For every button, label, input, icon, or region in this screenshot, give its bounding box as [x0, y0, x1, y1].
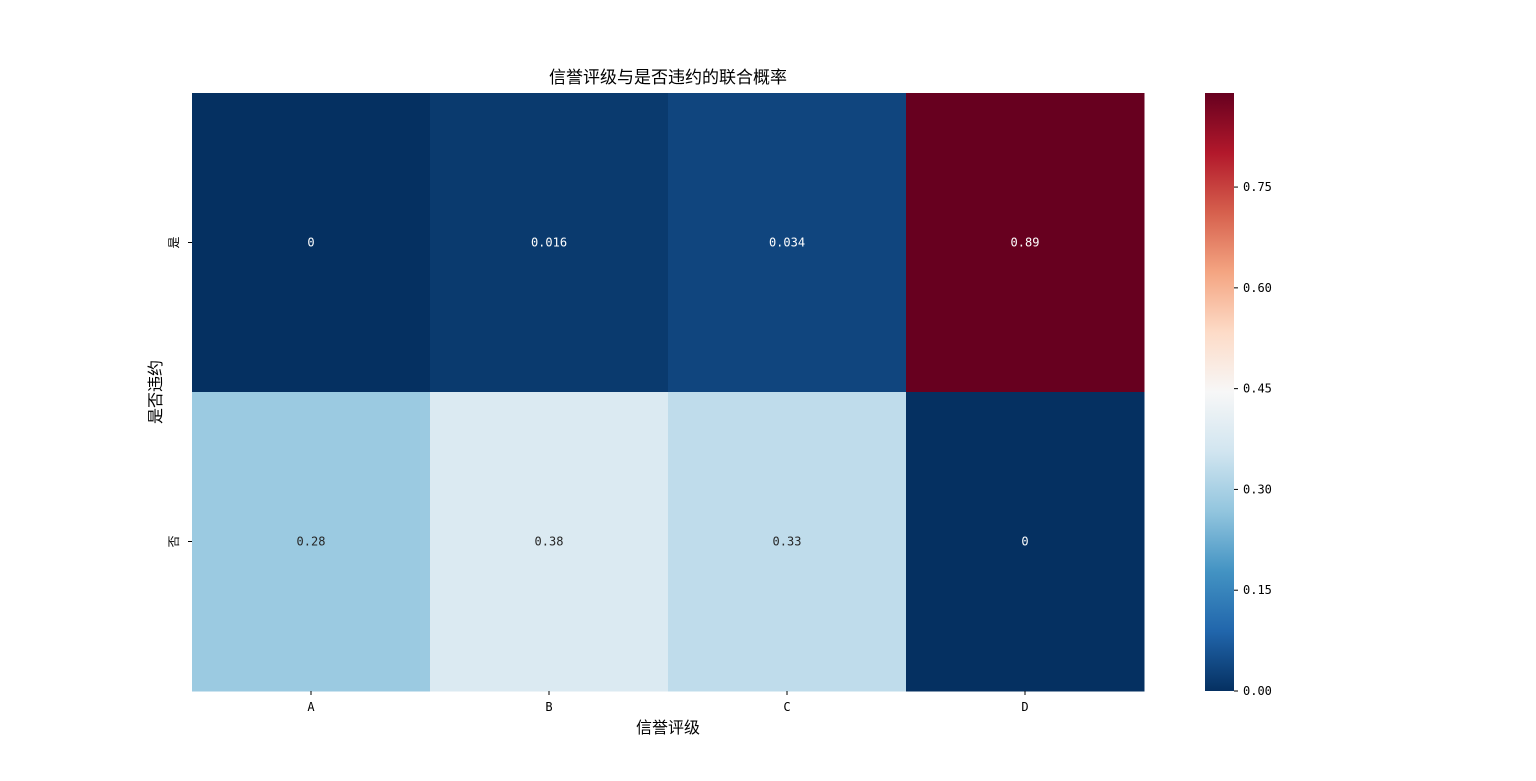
cell-value-label: 0.38: [535, 535, 564, 549]
colorbar-tick-label: 0.30: [1243, 482, 1272, 496]
heatmap-cell: [906, 392, 1145, 692]
x-axis-ticks: A B C D: [307, 691, 1029, 714]
colorbar-tick-label: 0.00: [1243, 684, 1272, 698]
heatmap-cell: [430, 93, 669, 393]
heatmap-cell: [906, 93, 1145, 393]
cell-value-label: 0.016: [531, 236, 567, 250]
y-tick-label: 是: [167, 236, 181, 248]
heatmap-cell: [668, 93, 907, 393]
y-axis-ticks: 是否: [167, 236, 192, 548]
x-tick-label: A: [307, 700, 315, 714]
heatmap-cell: [192, 93, 431, 393]
colorbar-tick-label: 0.15: [1243, 583, 1272, 597]
x-tick-label: D: [1021, 700, 1028, 714]
heatmap-cells: [192, 93, 1145, 692]
colorbar-tick-label: 0.45: [1243, 382, 1272, 396]
colorbar: [1205, 93, 1234, 691]
colorbar-tick-label: 0.60: [1243, 281, 1272, 295]
y-tick-label: 否: [167, 535, 181, 547]
x-tick-label: B: [545, 700, 552, 714]
cell-value-label: 0.33: [773, 535, 802, 549]
cell-value-label: 0.28: [297, 535, 326, 549]
heatmap-cell: [668, 392, 907, 692]
colorbar-tick-label: 0.75: [1243, 180, 1272, 194]
x-tick-label: C: [783, 700, 790, 714]
cell-value-label: 0.89: [1011, 236, 1040, 250]
chart-title: 信誉评级与是否违约的联合概率: [549, 68, 787, 88]
cell-value-label: 0: [307, 236, 314, 250]
heatmap-cell: [430, 392, 669, 692]
x-axis-label: 信誉评级: [636, 718, 700, 737]
cell-value-label: 0: [1021, 535, 1028, 549]
heatmap-cell: [192, 392, 431, 692]
cell-value-label: 0.034: [769, 236, 805, 250]
y-axis-label: 是否违约: [146, 360, 165, 424]
colorbar-ticks: 0.00 0.15 0.30 0.45 0.60 0.75: [1234, 180, 1272, 698]
heatmap-cell-labels: 0 0.016 0.034 0.89 0.28 0.38 0.33 0: [297, 236, 1040, 549]
